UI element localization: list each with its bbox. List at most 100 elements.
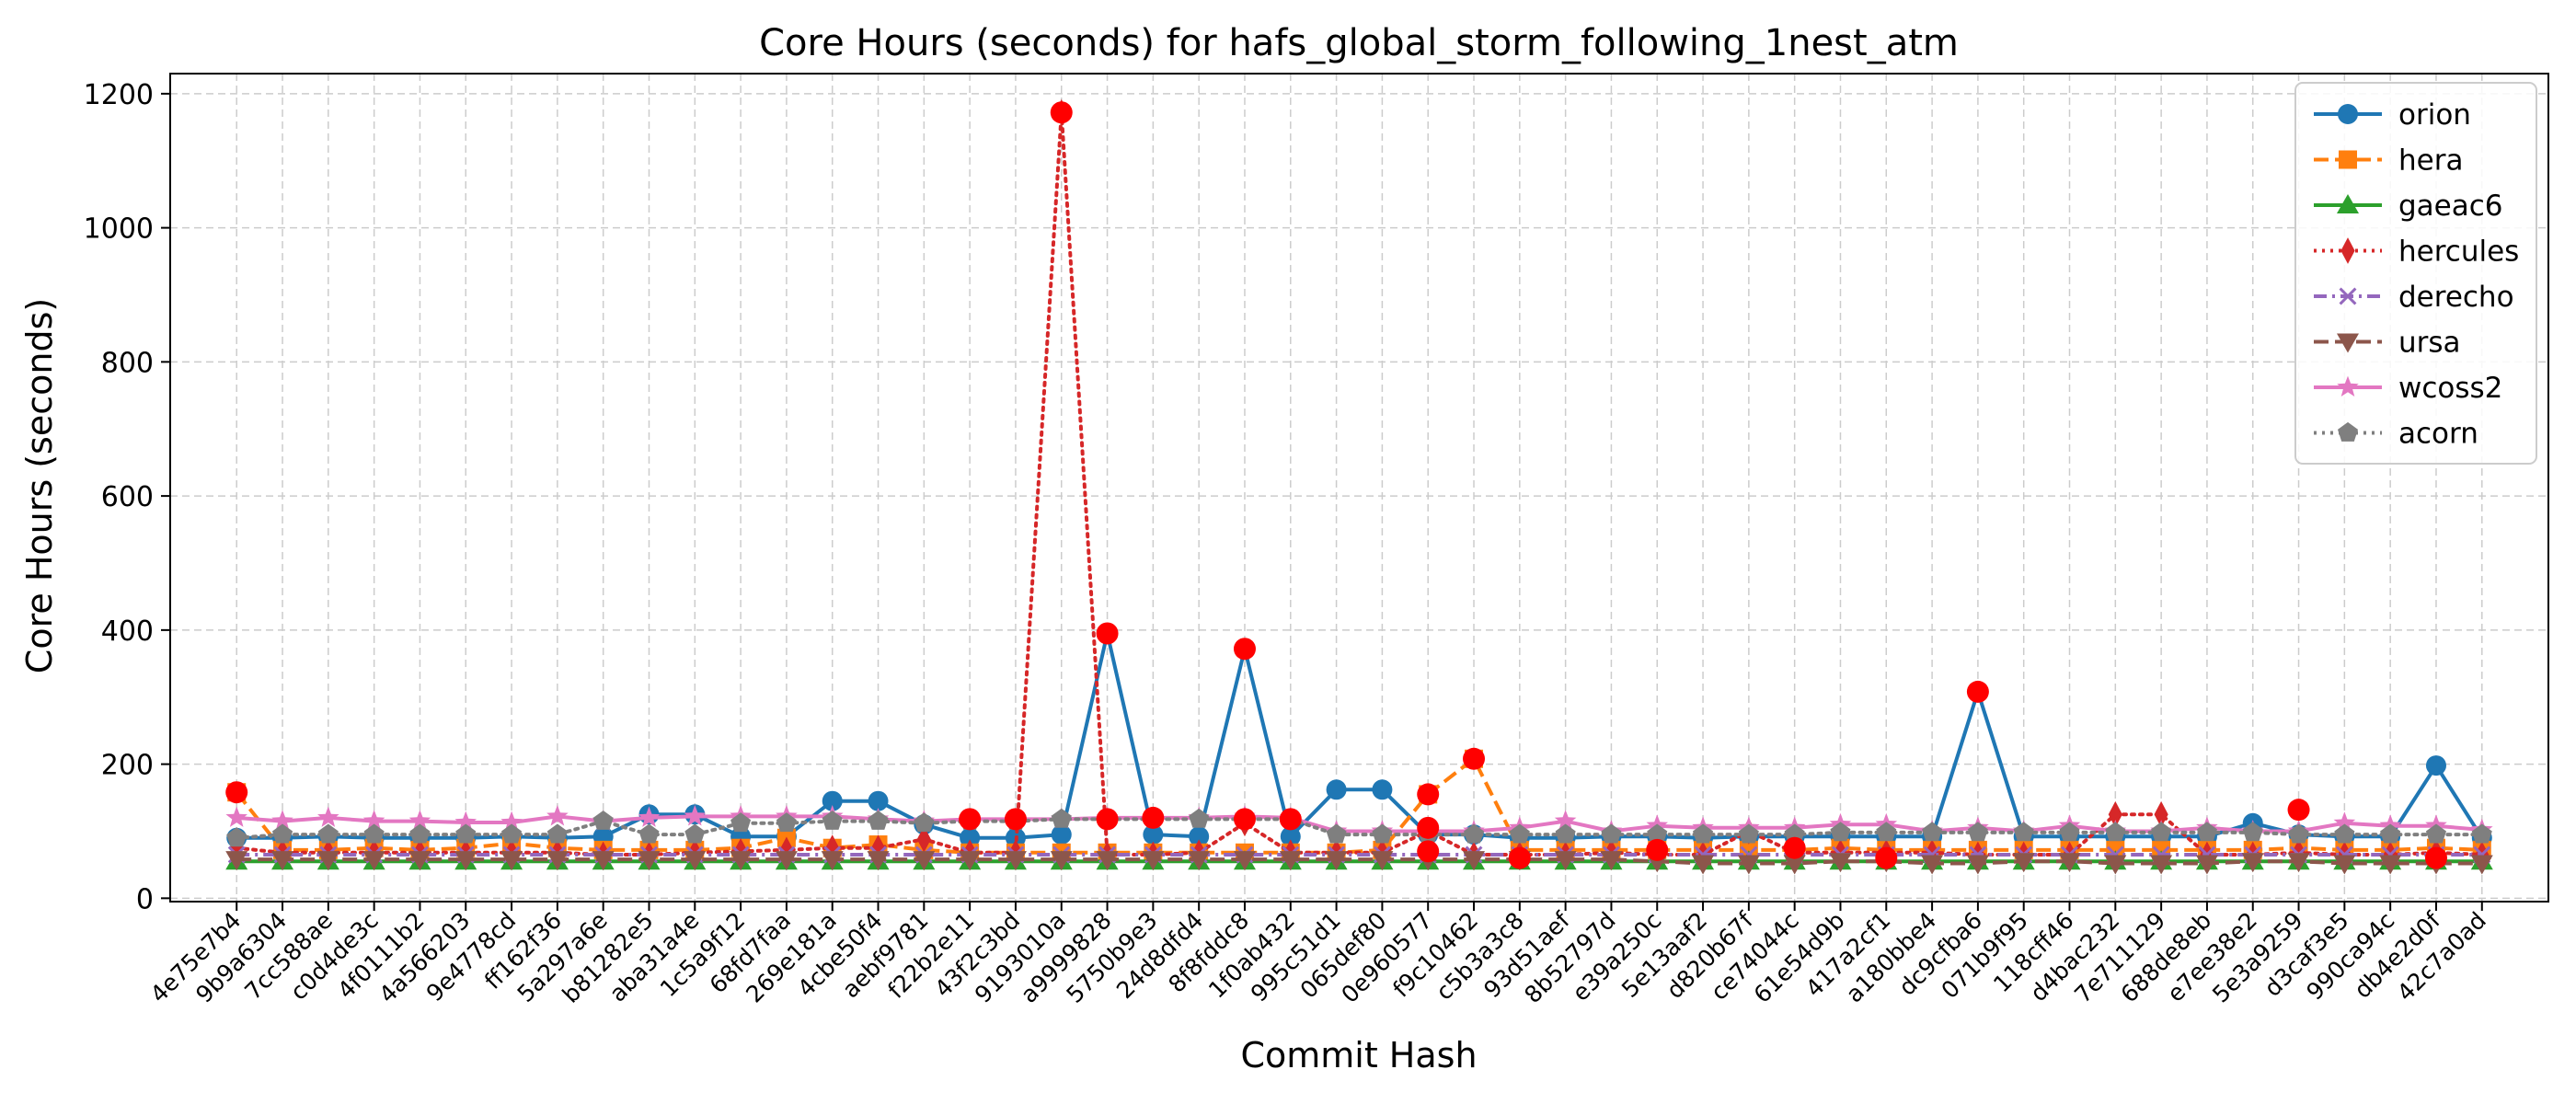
data-point-wcoss2 bbox=[271, 810, 293, 831]
x-axis-title: Commit Hash bbox=[1240, 1035, 1477, 1075]
data-point-acorn bbox=[2013, 822, 2034, 842]
data-point-wcoss2 bbox=[546, 805, 569, 826]
legend-entry-ursa: ursa bbox=[2314, 327, 2461, 360]
legend-entry-derecho: derecho bbox=[2314, 281, 2514, 314]
data-point-ursa bbox=[1233, 851, 1256, 871]
data-point-ursa bbox=[684, 851, 707, 871]
data-point-ursa bbox=[2104, 855, 2127, 875]
data-point-wcoss2 bbox=[1554, 810, 1577, 831]
data-point-ursa bbox=[2287, 853, 2310, 873]
highlight-point bbox=[2424, 846, 2447, 869]
legend-marker bbox=[2337, 333, 2359, 353]
data-point-ursa bbox=[271, 851, 294, 871]
y-tick-label: 600 bbox=[101, 481, 154, 513]
legend-marker bbox=[2339, 287, 2357, 305]
data-point-ursa bbox=[959, 851, 982, 871]
legend-entry-gaeac6: gaeac6 bbox=[2314, 190, 2503, 223]
data-point-ursa bbox=[1783, 855, 1806, 875]
legend-marker bbox=[2340, 237, 2355, 264]
data-point-acorn bbox=[730, 812, 752, 833]
legend-label: gaeac6 bbox=[2398, 190, 2503, 223]
data-point-acorn bbox=[1693, 823, 1714, 844]
data-point-ursa bbox=[408, 851, 431, 871]
data-point-wcoss2 bbox=[2333, 811, 2356, 833]
legend-marker bbox=[2338, 421, 2358, 442]
data-point-acorn bbox=[2471, 823, 2492, 844]
data-point-acorn bbox=[1876, 822, 1897, 842]
data-point-ursa bbox=[1921, 855, 1944, 875]
legend-marker bbox=[2337, 194, 2359, 213]
data-point-orion bbox=[1372, 779, 1393, 800]
data-point-acorn bbox=[1647, 823, 1668, 844]
data-point-ursa bbox=[2058, 853, 2081, 873]
data-point-orion bbox=[1189, 826, 1210, 847]
legend-entry-hercules: hercules bbox=[2314, 236, 2519, 269]
data-point-acorn bbox=[2380, 823, 2401, 844]
data-point-ursa bbox=[546, 851, 569, 871]
legend-marker bbox=[2339, 150, 2357, 169]
data-point-ursa bbox=[2470, 855, 2493, 875]
highlight-point bbox=[1004, 808, 1027, 831]
data-point-acorn bbox=[1051, 808, 1072, 828]
data-point-acorn bbox=[1555, 823, 1576, 844]
plot-frame bbox=[169, 73, 2549, 903]
y-tick-label: 0 bbox=[136, 883, 154, 915]
data-point-wcoss2 bbox=[362, 810, 385, 831]
data-point-acorn bbox=[638, 823, 660, 844]
data-point-acorn bbox=[455, 823, 477, 844]
y-tick-label: 800 bbox=[101, 347, 154, 379]
legend-marker bbox=[2338, 104, 2358, 124]
data-point-acorn bbox=[272, 823, 293, 844]
data-point-ursa bbox=[775, 851, 798, 871]
data-point-hera bbox=[1739, 840, 1758, 859]
data-point-acorn bbox=[1464, 823, 1485, 844]
data-point-orion bbox=[1143, 824, 1164, 845]
data-point-ursa bbox=[1279, 851, 1302, 871]
data-point-ursa bbox=[1096, 851, 1119, 871]
data-point-orion bbox=[2425, 755, 2446, 776]
highlight-point bbox=[1417, 840, 1440, 863]
data-point-acorn bbox=[1738, 823, 1759, 844]
data-point-ursa bbox=[1004, 851, 1027, 871]
data-point-acorn bbox=[1922, 822, 1943, 842]
data-point-ursa bbox=[362, 851, 385, 871]
highlight-point bbox=[1646, 838, 1669, 861]
data-point-ursa bbox=[592, 851, 615, 871]
highlight-point bbox=[1966, 680, 1989, 703]
data-point-acorn bbox=[1509, 823, 1530, 844]
data-point-ursa bbox=[2379, 855, 2402, 875]
highlight-point bbox=[1417, 816, 1440, 839]
chart-title: Core Hours (seconds) for hafs_global_sto… bbox=[759, 22, 1959, 64]
highlight-point bbox=[1050, 101, 1073, 124]
legend-entry-acorn: acorn bbox=[2314, 418, 2478, 451]
data-point-ursa bbox=[1829, 853, 1852, 873]
data-point-acorn bbox=[1601, 823, 1622, 844]
highlight-point bbox=[1417, 783, 1440, 806]
data-point-wcoss2 bbox=[454, 811, 477, 832]
data-point-ursa bbox=[1050, 851, 1073, 871]
data-point-orion bbox=[1326, 779, 1347, 800]
data-point-orion bbox=[1051, 824, 1072, 845]
data-point-ursa bbox=[1966, 855, 1989, 875]
highlight-point bbox=[1875, 846, 1898, 869]
y-tick-label: 1200 bbox=[84, 79, 154, 111]
data-point-ursa bbox=[2195, 855, 2218, 875]
data-point-acorn bbox=[363, 823, 385, 844]
data-point-acorn bbox=[914, 812, 935, 833]
highlight-point bbox=[2287, 799, 2310, 822]
highlight-point bbox=[1508, 846, 1531, 869]
data-point-acorn bbox=[2059, 822, 2080, 842]
data-point-acorn bbox=[1326, 823, 1347, 844]
legend-entry-orion: orion bbox=[2314, 98, 2471, 132]
highlight-points bbox=[225, 101, 2447, 869]
series-group bbox=[225, 98, 2493, 875]
data-point-ursa bbox=[2241, 853, 2264, 873]
data-point-ursa bbox=[2333, 855, 2356, 875]
legend-label: ursa bbox=[2398, 327, 2461, 360]
y-axis: 0 200 400 600 800 1000 1200 bbox=[84, 79, 170, 915]
y-tick-label: 200 bbox=[101, 750, 154, 782]
highlight-point bbox=[1233, 638, 1256, 661]
data-point-ursa bbox=[638, 851, 661, 871]
data-point-acorn bbox=[1830, 822, 1851, 842]
legend-label: derecho bbox=[2398, 281, 2514, 314]
